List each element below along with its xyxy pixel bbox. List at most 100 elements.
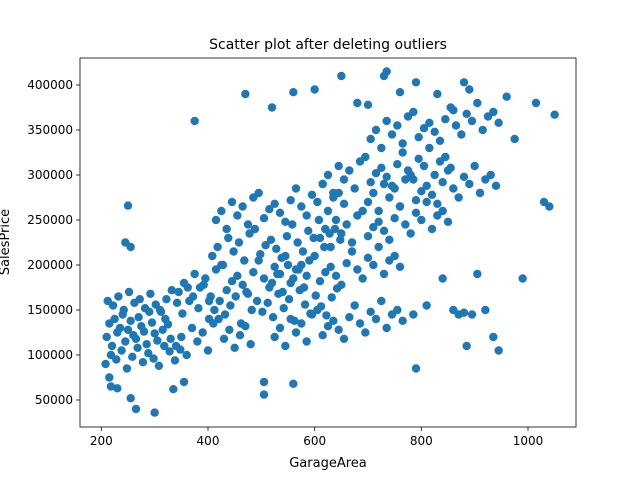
scatter-point	[190, 116, 199, 126]
scatter-point	[318, 179, 327, 189]
scatter-point	[233, 271, 242, 280]
scatter-point	[267, 278, 277, 288]
scatter-point	[369, 260, 378, 270]
scatter-point	[326, 262, 335, 271]
scatter-point	[277, 253, 286, 262]
scatter-point	[334, 325, 343, 334]
scatter-point	[134, 313, 143, 322]
scatter-point	[353, 98, 362, 108]
scatter-point	[550, 110, 559, 119]
scatter-point	[379, 71, 389, 81]
scatter-point	[268, 313, 278, 322]
scatter-point	[441, 115, 450, 124]
scatter-point	[382, 116, 391, 126]
scatter-point	[363, 197, 373, 207]
scatter-point	[377, 163, 386, 172]
scatter-point	[491, 181, 501, 190]
scatter-point	[178, 309, 187, 318]
scatter-point	[315, 233, 325, 243]
scatter-point	[385, 193, 394, 202]
scatter-point	[430, 170, 439, 180]
scatter-point	[124, 287, 134, 297]
scatter-point	[123, 201, 133, 210]
scatter-point	[283, 260, 293, 270]
scatter-point	[234, 238, 244, 247]
scatter-point	[179, 278, 189, 288]
scatter-point	[282, 232, 292, 241]
scatter-point	[369, 188, 378, 198]
scatter-point	[443, 166, 453, 175]
scatter-point	[377, 296, 386, 306]
scatter-point	[342, 220, 351, 229]
scatter-point	[435, 136, 445, 145]
scatter-point	[318, 331, 327, 340]
scatter-point	[166, 334, 175, 343]
scatter-point	[390, 251, 399, 261]
scatter-point	[286, 196, 295, 205]
scatter-point	[473, 269, 482, 279]
scatter-point	[243, 220, 253, 229]
scatter-point	[246, 340, 255, 349]
scatter-point	[222, 224, 231, 234]
scatter-point	[238, 202, 247, 211]
scatter-point	[108, 301, 118, 310]
scatter-point	[266, 235, 276, 244]
scatter-point	[300, 300, 310, 309]
scatter-point	[353, 265, 362, 274]
scatter-point	[208, 251, 217, 261]
scatter-point	[387, 130, 397, 139]
scatter-point	[366, 307, 375, 316]
scatter-point	[449, 106, 458, 115]
scatter-point	[481, 305, 490, 315]
scatter-point	[225, 325, 234, 334]
scatter-point	[531, 98, 541, 108]
scatter-point	[363, 253, 373, 262]
scatter-point	[105, 373, 114, 382]
scatter-point	[379, 269, 389, 279]
scatter-point	[160, 341, 169, 351]
scatter-point	[398, 316, 407, 325]
scatter-point	[101, 359, 110, 369]
scatter-point	[131, 404, 141, 414]
scatter-point	[169, 385, 178, 394]
scatter-point	[146, 289, 155, 298]
scatter-point	[510, 134, 519, 144]
scatter-point	[270, 332, 279, 342]
scatter-point	[150, 329, 159, 338]
scatter-point	[369, 223, 378, 232]
scatter-point	[299, 283, 309, 292]
scatter-point	[281, 217, 290, 226]
scatter-point	[385, 235, 394, 244]
scatter-point	[329, 188, 338, 198]
scatter-point	[162, 295, 171, 304]
scatter-point	[194, 304, 203, 313]
scatter-point	[331, 271, 341, 280]
scatter-point	[226, 301, 235, 310]
scatter-point	[144, 349, 153, 358]
scatter-point	[281, 341, 290, 351]
scatter-point	[467, 116, 477, 126]
scatter-point	[302, 211, 311, 220]
scatter-point	[222, 286, 231, 295]
scatter-point	[218, 260, 228, 270]
scatter-point	[425, 118, 434, 128]
scatter-point	[117, 346, 126, 355]
scatter-point	[342, 259, 351, 268]
scatter-point	[398, 148, 407, 157]
scatter-point	[258, 307, 267, 316]
scatter-point	[142, 340, 151, 349]
y-tick-label: 50000	[35, 393, 73, 407]
scatter-point	[425, 143, 434, 153]
scatter-point	[345, 166, 354, 175]
scatter-point	[478, 125, 487, 135]
scatter-point	[414, 154, 423, 163]
scatter-point	[395, 88, 405, 97]
scatter-point	[279, 304, 288, 313]
scatter-point	[195, 283, 205, 292]
scatter-point	[163, 320, 173, 329]
scatter-point	[451, 121, 461, 130]
scatter-point	[467, 310, 477, 319]
scatter-point	[149, 354, 158, 363]
scatter-point	[267, 103, 277, 112]
chart-title: Scatter plot after deleting outliers	[209, 37, 447, 53]
